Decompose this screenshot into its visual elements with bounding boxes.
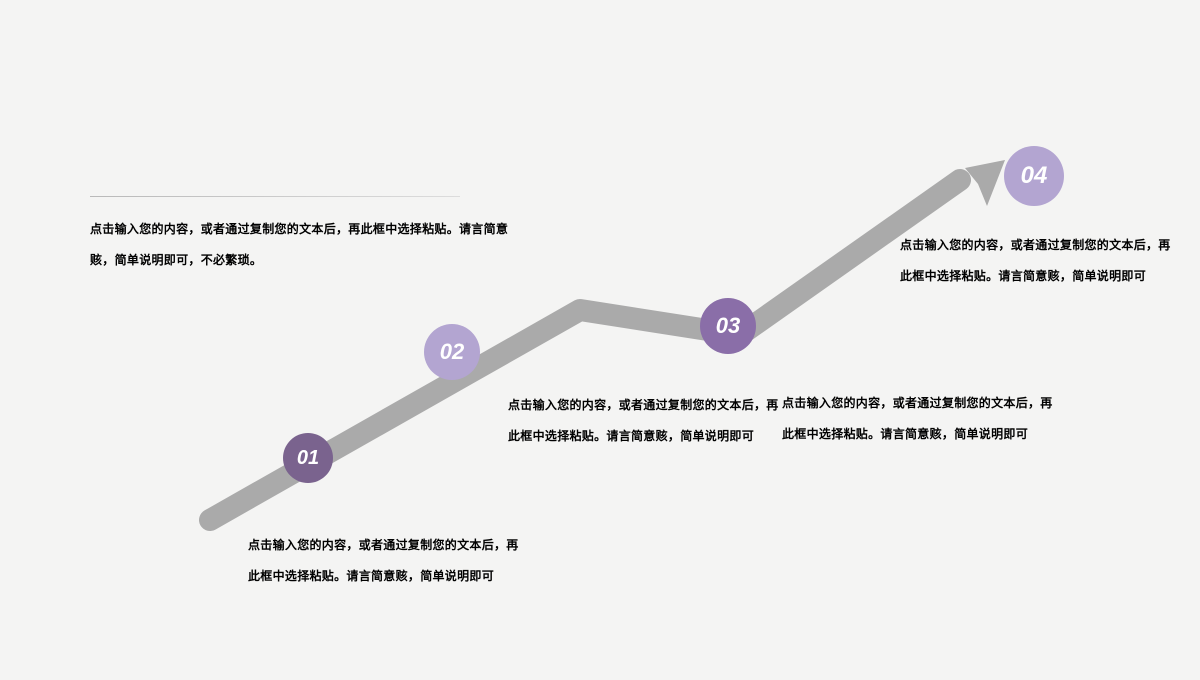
intro-text: 点击输入您的内容，或者通过复制您的文本后，再此框中选择粘贴。请言简意赅，简单说明…: [90, 214, 520, 276]
step-number: 02: [440, 339, 464, 365]
step-circle-02: 02: [424, 324, 480, 380]
step-text-03: 点击输入您的内容，或者通过复制您的文本后，再此框中选择粘贴。请言简意赅，简单说明…: [782, 388, 1062, 450]
arrow-path: [0, 0, 1200, 680]
step-circle-04: 04: [1004, 146, 1064, 206]
step-text-02: 点击输入您的内容，或者通过复制您的文本后，再此框中选择粘贴。请言简意赅，简单说明…: [508, 390, 788, 452]
step-text-04: 点击输入您的内容，或者通过复制您的文本后，再此框中选择粘贴。请言简意赅，简单说明…: [900, 230, 1180, 292]
step-circle-03: 03: [700, 298, 756, 354]
step-number: 01: [297, 447, 319, 470]
step-number: 04: [1021, 162, 1048, 190]
step-circle-01: 01: [283, 433, 333, 483]
step-number: 03: [716, 313, 740, 339]
intro-divider: [90, 196, 460, 197]
step-text-01: 点击输入您的内容，或者通过复制您的文本后，再此框中选择粘贴。请言简意赅，简单说明…: [248, 530, 528, 592]
